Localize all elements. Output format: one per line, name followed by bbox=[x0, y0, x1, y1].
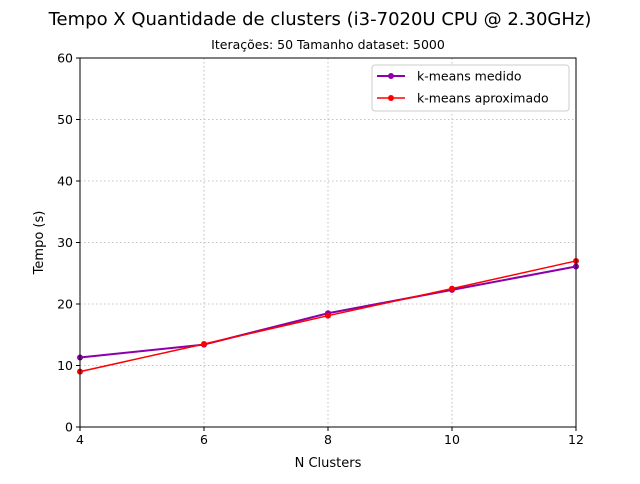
x-tick-label: 6 bbox=[200, 432, 208, 447]
y-tick-label: 20 bbox=[57, 297, 73, 312]
series-group bbox=[77, 257, 579, 375]
series-2 bbox=[77, 257, 579, 375]
legend-label: k-means medido bbox=[417, 69, 522, 84]
x-tick-label: 4 bbox=[76, 432, 84, 447]
legend-box bbox=[371, 64, 570, 112]
legend-label: k-means aproximado bbox=[417, 91, 549, 106]
x-tick-label: 12 bbox=[568, 432, 584, 447]
grid-lines bbox=[79, 57, 577, 428]
legend-swatch-marker bbox=[388, 73, 394, 79]
data-point bbox=[325, 312, 331, 319]
data-point bbox=[449, 285, 455, 292]
y-tick-label: 40 bbox=[57, 174, 73, 189]
chart-title: Tempo X Quantidade de clusters (i3-7020U… bbox=[48, 9, 592, 30]
x-axis-label: N Clusters bbox=[295, 456, 362, 471]
y-tick-label: 60 bbox=[57, 51, 73, 66]
y-tick-label: 10 bbox=[57, 358, 73, 373]
y-tick-label: 0 bbox=[65, 420, 73, 435]
x-tick-label: 8 bbox=[324, 432, 332, 447]
data-point bbox=[201, 340, 207, 347]
axis-ticks: 4 6 8 10 12 0 10 20 30 40 50 60 bbox=[57, 51, 584, 448]
legend-entry: k-means medido bbox=[377, 69, 522, 84]
chart-subtitle: Iterações: 50 Tamanho dataset: 5000 bbox=[211, 37, 445, 52]
legend-swatch-marker bbox=[388, 95, 394, 101]
y-axis-label: Tempo (s) bbox=[32, 211, 47, 276]
legend: k-means medido k-means aproximado bbox=[371, 64, 570, 112]
y-tick-label: 50 bbox=[57, 112, 73, 127]
y-tick-label: 30 bbox=[57, 235, 73, 250]
legend-entry: k-means aproximado bbox=[377, 91, 549, 106]
x-tick-label: 10 bbox=[444, 432, 460, 447]
